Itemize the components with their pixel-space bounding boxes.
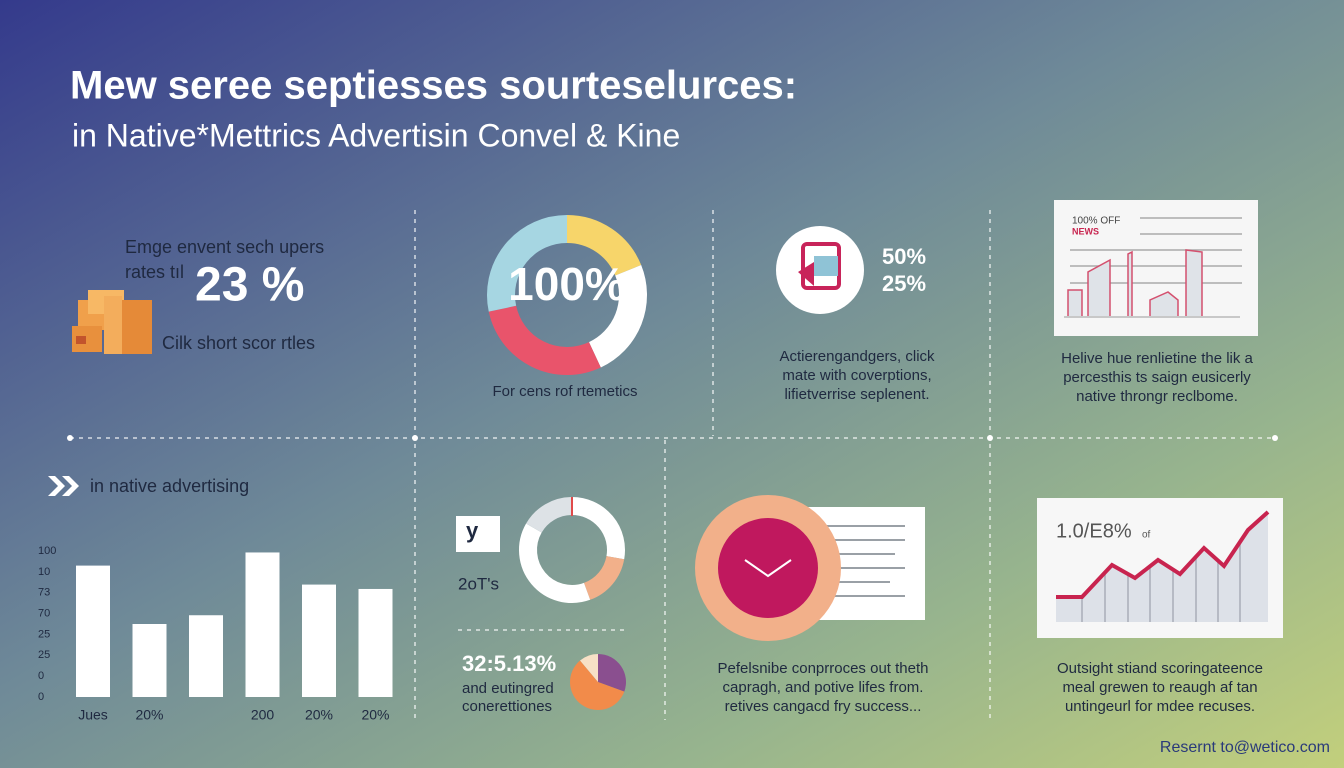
bar [302,584,336,697]
icon [798,262,814,286]
panel-caption: conerettiones [462,698,552,715]
panel-caption: Cilk short scor rtles [162,333,315,353]
y-icon [456,516,500,552]
bar [76,565,110,697]
donut-label: 2oT's [458,574,499,593]
panel-caption: Pefelsnibe conprroces out theth [718,660,929,677]
news-chart [1067,249,1203,316]
mail-icon [744,559,792,578]
decoration [76,336,86,344]
panel-caption: mate with coverptions, [782,367,931,384]
x-tick-label: 200 [251,707,275,723]
footer: Resernt to@wetico.com [1160,739,1330,756]
bar [132,624,167,697]
donut-chart [519,497,625,603]
donut-segment [583,555,625,600]
bar-chart: 100 10 73 70 25 25 0 0 Jues 20% 200 20% 20% [38,545,393,723]
donut-segment [519,523,591,603]
news-subtitle: NEWS [1072,226,1099,236]
dot [1272,435,1278,441]
donut-segment [526,497,572,533]
trend-unit: of [1142,530,1151,541]
donut-chart [487,215,647,375]
y-tick-label: 0 [38,691,44,703]
pie-icon [570,654,626,711]
trend-line [1056,510,1270,599]
icon [801,242,841,290]
news-title: 100% OFF [1072,216,1120,227]
panel-stat: 50% [882,244,926,269]
trend-stat: 1.0/E8% [1056,520,1132,542]
y-tick-label: 25 [38,649,50,661]
icon [814,256,838,276]
panel-caption: Helive hue renlietine the lik a [1061,350,1253,367]
dot [412,435,418,441]
donut-segment [566,215,642,277]
trend-area [1056,512,1268,622]
panel-caption: lifietverrise seplenent. [784,386,929,403]
y-tick-label: 100 [38,545,56,557]
subtitle: in Native*Mettrics Advertisin Convel & K… [72,117,680,153]
bar [189,615,223,697]
panel-caption: Actierengandgers, click [779,348,935,365]
title: Mew seree septiesses sourteselurces: [70,64,797,108]
bar-chart-label: in native advertising [90,476,249,496]
panel-prefix: rates tıl [125,262,184,282]
x-tick-label: 20% [361,707,389,723]
donut-segment [488,305,601,375]
panel-caption: percesthis ts saign eusicerly [1063,369,1251,386]
bar [358,588,393,697]
donut-segment [487,215,568,312]
panel-caption: meal grewen to reaugh af tan [1062,679,1257,696]
mail-circle [718,518,818,618]
panel-caption: native throngr reclbome. [1076,388,1238,405]
pie-segment [598,654,626,692]
panel-caption: untingeurl for mdee recuses. [1065,698,1255,715]
y-tick-label: 25 [38,628,50,640]
panel-stat: 25% [882,271,926,296]
y-tick-label: 70 [38,607,50,619]
trend-gridlines [1081,540,1241,622]
dot [67,435,73,441]
dot [987,435,993,441]
icon-text: y [466,518,479,543]
decoration [104,296,122,354]
panel-heading: Emge envent sech upers [125,237,324,257]
x-tick-label: 20% [135,707,163,723]
donut-center: 100% [508,258,626,310]
panel-caption: capragh, and potive lifes from. [723,679,924,696]
pie-segment [570,660,625,711]
panel-stat: 23 % [195,259,304,312]
pie-segment [580,654,598,682]
y-tick-label: 10 [38,566,50,578]
decoration [118,300,152,354]
x-tick-label: Jues [78,707,108,723]
donut-segment [588,265,647,368]
boxes-icon [72,290,152,354]
x-tick-label: 20% [305,707,333,723]
y-tick-label: 73 [38,587,50,599]
y-tick-label: 0 [38,670,44,682]
panel-caption: retives cangacd fry success... [725,698,922,715]
panel-stat: 32:5.13% [462,651,556,676]
panel-caption: Outsight stiand scoringateence [1057,660,1263,677]
bar [245,552,280,697]
panel-caption: For cens rof rtemetics [492,383,637,400]
donut-segment [571,497,625,560]
chevron-icon [48,476,79,496]
panel-caption: and eutingred [462,680,554,697]
